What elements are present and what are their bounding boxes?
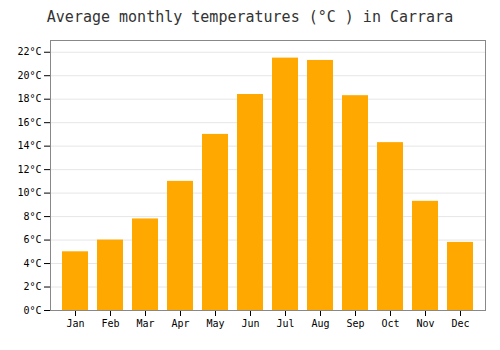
svg-text:Apr: Apr (171, 318, 189, 329)
svg-text:Feb: Feb (101, 318, 119, 329)
svg-text:Oct: Oct (381, 318, 399, 329)
svg-text:12°C: 12°C (17, 164, 41, 175)
svg-text:Mar: Mar (136, 318, 154, 329)
svg-text:2°C: 2°C (23, 281, 41, 292)
svg-text:Jun: Jun (241, 318, 259, 329)
html-text:Average monthly temperatures (: Average monthly temperatures (°C ) in Ca… (46, 8, 454, 26)
svg-text:4°C: 4°C (23, 258, 41, 269)
svg-text:0°C: 0°C (23, 305, 41, 316)
svg-text:10°C: 10°C (17, 187, 41, 198)
svg-text:16°C: 16°C (17, 117, 41, 128)
svg-text:6°C: 6°C (23, 234, 41, 245)
svg-text:8°C: 8°C (23, 211, 41, 222)
svg-text:18°C: 18°C (17, 93, 41, 104)
svg-text:Dec: Dec (451, 318, 469, 329)
svg-text:22°C: 22°C (17, 46, 41, 57)
svg-text:May: May (206, 318, 224, 329)
svg-text:Sep: Sep (346, 318, 364, 329)
svg-text:Jan: Jan (66, 318, 84, 329)
svg-text:20°C: 20°C (17, 70, 41, 81)
svg-text:Nov: Nov (416, 318, 434, 329)
svg-text:Jul: Jul (276, 318, 294, 329)
svg-text:14°C: 14°C (17, 140, 41, 151)
svg-text:Aug: Aug (311, 318, 329, 329)
